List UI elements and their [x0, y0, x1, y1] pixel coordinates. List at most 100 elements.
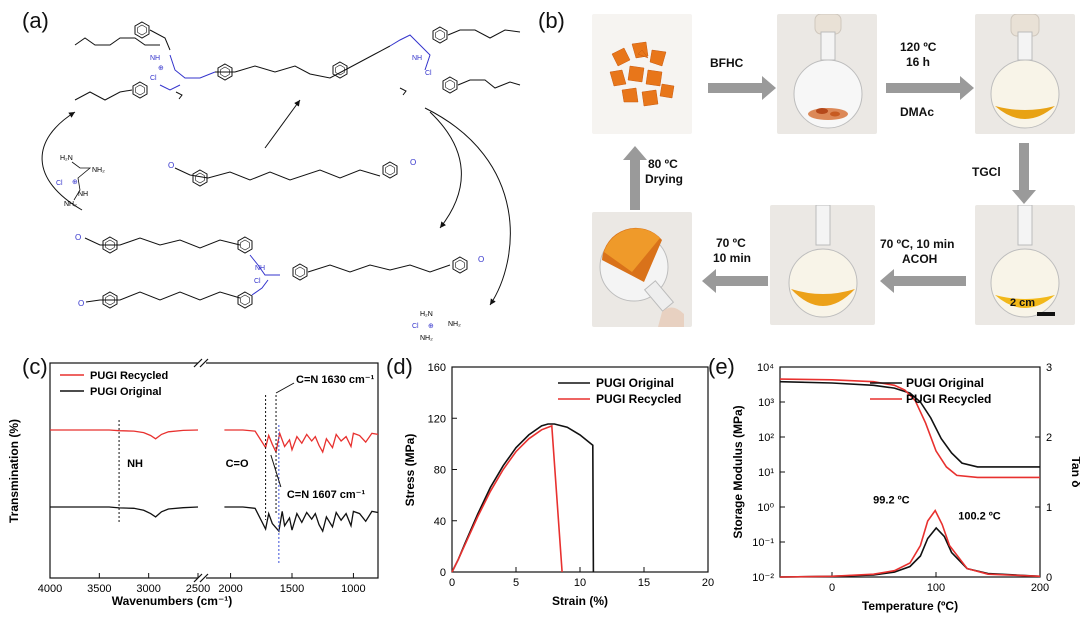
dma-xtick-label: 200 [1031, 582, 1049, 594]
dma-ytick-label: 10¹ [758, 467, 774, 479]
scheme-n-plus: ⊕ [158, 65, 164, 72]
panel-label-c: (c) [22, 354, 48, 379]
dma-ytick-label: 10⁻¹ [752, 537, 774, 549]
dma-y2tick-label: 1 [1046, 502, 1052, 514]
arrow-right-outer [424, 107, 511, 306]
ftir-cn1607-leader [270, 454, 282, 488]
dma-xtick-label: 0 [829, 582, 835, 594]
scheme-o-4: O [478, 255, 484, 264]
ss-ytick-label: 80 [434, 465, 446, 477]
ftir-annot-cn1607: C=N 1607 cm⁻¹ [287, 489, 366, 501]
photo-flask-bfhc [777, 14, 877, 134]
ftir-series-line [224, 506, 379, 533]
ftir-xtick-label: 3000 [136, 583, 160, 595]
bfhc-molecule: O O [168, 158, 416, 187]
dma-ytick-label: 10² [758, 432, 774, 444]
step-acid: ACOH [902, 252, 938, 266]
dma-legend-recycled: PUGI Recycled [906, 392, 991, 406]
scheme-nh-label: NH [150, 55, 160, 62]
ss-ytick-label: 0 [440, 567, 446, 579]
arrow-step-6 [623, 146, 647, 210]
ss-legend-original: PUGI Original [596, 376, 674, 390]
ftir-plot-frame [49, 362, 379, 579]
ftir-xtick-label: 2000 [218, 583, 242, 595]
arrow-center [264, 99, 301, 149]
panel-label-a: (a) [22, 8, 49, 33]
scheme-nplus-3: ⊕ [72, 179, 78, 186]
ss-xtick-label: 20 [702, 577, 714, 589]
step-heat-time: 16 h [906, 55, 931, 69]
photo-flask-dissolved [975, 14, 1075, 134]
photo-flask-tgcl [975, 205, 1075, 325]
scheme-nh2-6: NH₂ [420, 335, 433, 342]
tgcl-released: H₂N Cl ⊕ NH₂ NH₂ [412, 311, 461, 342]
scale-bar-label: 2 cm [1010, 297, 1036, 309]
ss-xtick-label: 15 [638, 577, 650, 589]
ftir-cn1630-leader [275, 382, 295, 394]
dma-chart: 0 100 200 10⁻² 10⁻¹ 10⁰ 10¹ 10² 10³ 10⁴ 0 1 2 3 99.2 … [731, 362, 1080, 613]
ftir-xtick-label: 1000 [341, 583, 365, 595]
scheme-cl-label: Cl [150, 75, 157, 82]
scale-bar [1037, 312, 1055, 316]
dma-annot-original: 100.2 ºC [958, 511, 1001, 523]
dma-xlabel: Temperature (ºC) [862, 599, 958, 613]
step-bfhc: BFHC [710, 56, 744, 70]
scheme-cl-5: Cl [412, 323, 419, 330]
ftir-chart: 4000 3500 3000 2500 2000 1500 1000 NH C=O C=N 16… [7, 355, 379, 608]
scheme-o-1: O [168, 161, 174, 170]
ss-ytick-label: 120 [428, 413, 446, 425]
step-tgcl: TGCl [972, 165, 1001, 179]
step-dry-word: Drying [645, 172, 684, 186]
dma-y2tick-label: 0 [1046, 572, 1052, 584]
legend-label-recycled: PUGI Recycled [90, 370, 168, 382]
step-heat-temp: 120 ºC [900, 40, 937, 54]
scheme-o-2: O [410, 158, 416, 167]
ss-xtick-label: 5 [513, 577, 519, 589]
ss-series-line [451, 424, 563, 573]
panel-label-d: (d) [386, 354, 413, 379]
ss-xlabel: Strain (%) [552, 594, 608, 608]
dma-ytick-label: 10³ [758, 397, 774, 409]
ftir-series-line [224, 429, 379, 455]
photo-pieces-art [609, 41, 675, 107]
network-structure-top: NH ⊕ Cl NH Cl [74, 21, 521, 101]
ss-xtick-label: 10 [574, 577, 586, 589]
scheme-h2n: H₂N [60, 155, 73, 162]
step-solvent: DMAc [900, 105, 935, 119]
dma-ytick-label: 10⁰ [757, 502, 774, 514]
ftir-xtick-label: 4000 [38, 583, 62, 595]
arrow-step-1 [708, 76, 776, 100]
photo-flask-acoh [770, 205, 875, 325]
scheme-o-5: O [78, 299, 84, 308]
scheme-nh2-3: NH₂ [64, 201, 77, 208]
dma-legend-original: PUGI Original [906, 376, 984, 390]
panel-label-e: (e) [708, 354, 735, 379]
tgcl-molecule: H₂N NH₂ Cl ⊕ NH NH₂ [56, 155, 105, 208]
dma-ylabel: Storage Modulus (MPa) [731, 405, 745, 538]
dma-ytick-label: 10⁴ [757, 362, 774, 374]
arrow-left-loop [41, 111, 83, 211]
arrow-right-inner [429, 111, 462, 229]
panel-label-b: (b) [538, 8, 565, 33]
scheme-cl-3: Cl [56, 180, 63, 187]
scheme-nh-label-2: NH [412, 55, 422, 62]
scheme-nh-4: NH [255, 265, 265, 272]
scheme-nh2-5: NH₂ [448, 321, 461, 328]
arrow-step-3 [1012, 143, 1036, 204]
network-structure-bottom: O O O NH Cl [75, 233, 484, 309]
dma-annot-recycled: 99.2 ºC [873, 495, 909, 507]
ss-xtick-label: 0 [449, 577, 455, 589]
step-react-cond: 70 ºC, 10 min [880, 237, 955, 251]
dma-y2tick-label: 2 [1046, 432, 1052, 444]
dma-series-line [779, 508, 1041, 578]
dma-ylabel-right: Tan δ [1069, 456, 1080, 487]
ss-ylabel: Stress (MPa) [403, 434, 417, 507]
legend-label-original: PUGI Original [90, 386, 162, 398]
ftir-annot-nh: NH [127, 458, 143, 470]
dma-ytick-label: 10⁻² [752, 572, 774, 584]
scheme-h2n-2: H₂N [420, 311, 433, 318]
dma-series-line [779, 378, 1040, 479]
arrow-step-5 [702, 269, 768, 293]
scheme-o-3: O [75, 233, 81, 242]
ss-legend-recycled: PUGI Recycled [596, 392, 681, 406]
